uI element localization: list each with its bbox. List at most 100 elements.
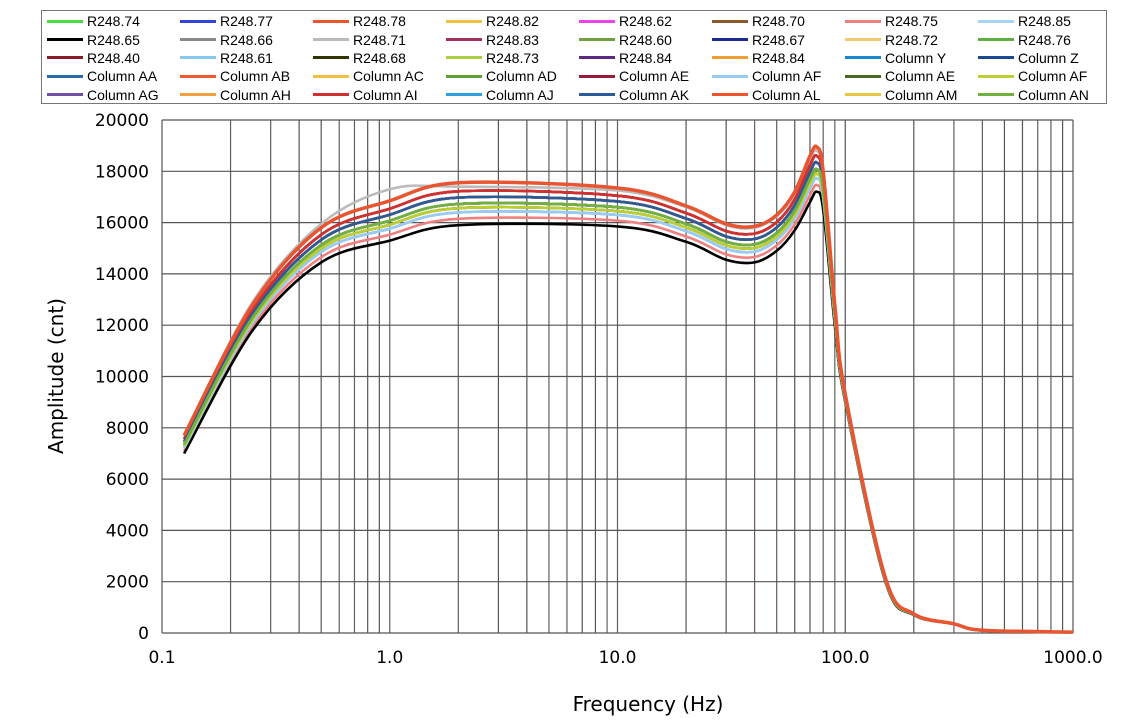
legend-label: R248.77 xyxy=(220,13,273,30)
legend-item: Column AL xyxy=(712,86,845,104)
y-tick-label: 0 xyxy=(138,624,149,644)
legend-swatch xyxy=(579,38,615,42)
y-tick-label: 10000 xyxy=(95,368,149,388)
series-line-r248-78 xyxy=(182,144,1074,634)
legend-label: R248.71 xyxy=(353,31,406,48)
legend-label: R248.75 xyxy=(885,13,938,30)
legend-swatch xyxy=(313,38,349,42)
legend-swatch xyxy=(712,56,748,60)
legend-label: R248.70 xyxy=(752,13,805,30)
legend-label: Column AN xyxy=(1018,86,1089,103)
legend-item: R248.85 xyxy=(978,12,1111,30)
legend-swatch xyxy=(579,93,615,97)
legend-label: R248.61 xyxy=(220,49,273,66)
legend-label: Column AG xyxy=(87,86,159,103)
legend-label: R248.76 xyxy=(1018,31,1071,48)
legend-swatch xyxy=(180,93,216,97)
legend-item: Column AG xyxy=(47,86,180,104)
legend-swatch xyxy=(712,74,748,78)
legend-item: R248.65 xyxy=(47,30,180,48)
legend-item: R248.73 xyxy=(446,49,579,67)
y-tick-label: 4000 xyxy=(106,521,149,541)
legend-swatch xyxy=(845,19,881,23)
legend-item: Column AA xyxy=(47,67,180,85)
legend-swatch xyxy=(180,56,216,60)
legend-label: R248.66 xyxy=(220,31,273,48)
legend-swatch xyxy=(446,93,482,97)
legend-item: Column AB xyxy=(180,67,313,85)
legend-item: R248.71 xyxy=(313,30,446,48)
legend-item: Column Z xyxy=(978,49,1111,67)
legend-item: R248.67 xyxy=(712,30,845,48)
series-line-r248-65 xyxy=(182,190,1074,634)
legend-label: Column AK xyxy=(619,86,690,103)
legend-swatch xyxy=(579,19,615,23)
legend-label: Column AM xyxy=(885,86,958,103)
x-tick-labels: 0.1 1.0 10.0 100.0 1000.0 xyxy=(148,648,1102,668)
legend-swatch xyxy=(313,74,349,78)
legend-swatch xyxy=(845,74,881,78)
y-tick-label: 20000 xyxy=(95,111,149,131)
legend-item: R248.84 xyxy=(712,49,845,67)
y-tick-label: 8000 xyxy=(106,419,149,439)
legend-label: Column AE xyxy=(885,68,956,85)
legend-label: R248.62 xyxy=(619,13,672,30)
legend-swatch xyxy=(446,38,482,42)
legend-swatch xyxy=(978,38,1014,42)
legend-label: R248.72 xyxy=(885,31,938,48)
legend-label: Column AI xyxy=(353,86,418,103)
y-tick-label: 6000 xyxy=(106,470,149,490)
legend-label: Column AF xyxy=(1018,68,1088,85)
y-tick-label: 14000 xyxy=(95,265,149,285)
legend-label: Column AJ xyxy=(486,86,554,103)
legend-item: R248.61 xyxy=(180,49,313,67)
legend-swatch xyxy=(47,56,83,60)
legend-swatch xyxy=(579,74,615,78)
legend-label: R248.82 xyxy=(486,13,539,30)
legend-item: Column AE xyxy=(845,67,978,85)
legend-swatch xyxy=(712,38,748,42)
legend-swatch xyxy=(845,38,881,42)
legend-swatch xyxy=(712,19,748,23)
legend-item: Column AD xyxy=(446,67,579,85)
y-tick-label: 12000 xyxy=(95,316,149,336)
legend-label: Column AB xyxy=(220,68,291,85)
legend-swatch xyxy=(313,19,349,23)
legend-item: Column AF xyxy=(978,67,1111,85)
legend-swatch xyxy=(180,19,216,23)
legend-swatch xyxy=(446,56,482,60)
legend-item: Column AJ xyxy=(446,86,579,104)
x-tick-label: 100.0 xyxy=(821,648,870,668)
legend-label: R248.73 xyxy=(486,49,539,66)
legend-label: Column AL xyxy=(752,86,821,103)
legend-swatch xyxy=(978,74,1014,78)
legend-label: Column AH xyxy=(220,86,291,103)
legend-label: Column AD xyxy=(486,68,557,85)
legend-label: R248.65 xyxy=(87,31,140,48)
x-tick-label: 0.1 xyxy=(148,648,175,668)
legend-label: Column AE xyxy=(619,68,690,85)
legend-swatch xyxy=(845,93,881,97)
legend-item: R248.60 xyxy=(579,30,712,48)
legend-item: R248.76 xyxy=(978,30,1111,48)
legend-swatch xyxy=(978,56,1014,60)
legend-label: R248.85 xyxy=(1018,13,1071,30)
legend-item: Column AE xyxy=(579,67,712,85)
legend-item: R248.70 xyxy=(712,12,845,30)
legend-swatch xyxy=(845,56,881,60)
legend-item: Column AC xyxy=(313,67,446,85)
legend-item: R248.66 xyxy=(180,30,313,48)
chart-legend: R248.74 R248.77 R248.78 R248.82 R248.62 R248.… xyxy=(41,10,1107,104)
x-tick-label: 1000.0 xyxy=(1043,648,1102,668)
legend-item: Column AM xyxy=(845,86,978,104)
legend-swatch xyxy=(978,19,1014,23)
legend-swatch xyxy=(579,56,615,60)
legend-swatch xyxy=(313,56,349,60)
legend-label: R248.40 xyxy=(87,49,140,66)
legend-item: R248.62 xyxy=(579,12,712,30)
y-tick-label: 2000 xyxy=(106,573,149,593)
legend-item: R248.84 xyxy=(579,49,712,67)
legend-item: R248.82 xyxy=(446,12,579,30)
legend-item: R248.77 xyxy=(180,12,313,30)
legend-item: R248.74 xyxy=(47,12,180,30)
